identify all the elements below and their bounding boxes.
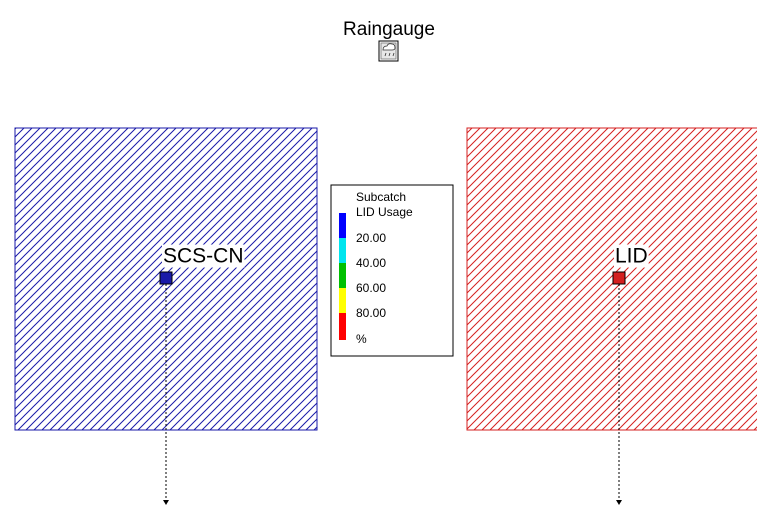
subcatchment-area — [466, 127, 757, 431]
legend-break: 40.00 — [356, 256, 386, 270]
legend-swatch — [339, 263, 346, 288]
label-background — [162, 244, 245, 268]
legend-title: Subcatch — [356, 190, 406, 204]
raingauge-label: Raingauge — [343, 19, 435, 40]
outlet-arrow — [616, 500, 622, 505]
legend-swatch — [339, 288, 346, 313]
label-background — [614, 244, 649, 268]
legend-swatch — [339, 313, 346, 340]
legend-frame — [330, 184, 454, 357]
legend-break: 80.00 — [356, 306, 386, 320]
centroid-node[interactable] — [612, 271, 626, 285]
legend-swatch — [339, 238, 346, 263]
subcatchment-label: LID — [615, 245, 648, 268]
legend-unit: % — [356, 332, 367, 346]
legend-swatch — [339, 213, 346, 238]
raingauge-icon[interactable] — [378, 40, 399, 62]
centroid-node[interactable] — [159, 271, 173, 285]
subcatchment-label: SCS-CN — [163, 245, 244, 268]
legend-break: 60.00 — [356, 281, 386, 295]
outlet-arrow — [163, 500, 169, 505]
subcatchment[interactable]: LID — [466, 127, 757, 505]
legend-title: LID Usage — [356, 205, 413, 219]
legend-break: 20.00 — [356, 231, 386, 245]
subcatchment[interactable]: SCS-CN — [14, 127, 318, 505]
